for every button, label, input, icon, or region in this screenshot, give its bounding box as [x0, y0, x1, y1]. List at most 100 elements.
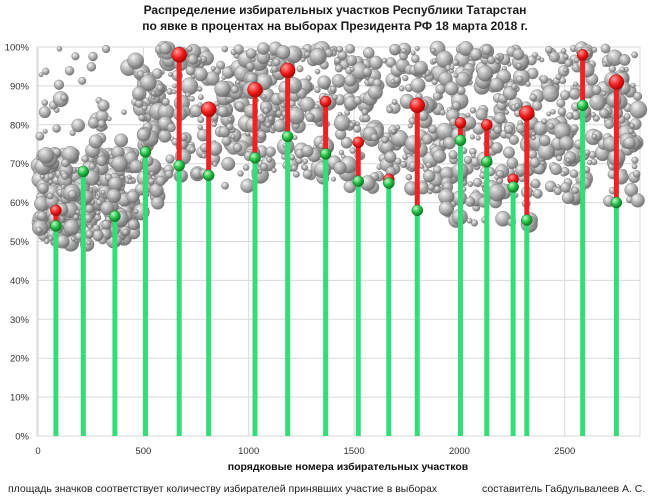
station-point [314, 68, 321, 75]
station-point [172, 83, 177, 89]
station-point [532, 188, 543, 199]
station-point [408, 117, 416, 125]
low-turnout-marker [319, 148, 332, 160]
low-turnout-marker [352, 175, 365, 187]
station-point [273, 119, 287, 133]
station-point [542, 85, 560, 103]
station-point [291, 164, 298, 172]
high-turnout-marker [200, 101, 217, 117]
station-point [197, 116, 205, 124]
station-point [633, 91, 643, 101]
high-turnout-marker [50, 204, 62, 217]
station-point [599, 108, 610, 119]
station-point [61, 146, 79, 164]
station-point [547, 122, 555, 130]
station-point [591, 46, 598, 53]
station-point [494, 174, 500, 181]
station-point [493, 112, 506, 125]
station-point [111, 155, 128, 173]
y-tick-label: 100% [5, 43, 30, 54]
station-point [41, 99, 49, 106]
station-point [631, 156, 639, 164]
footer-author: составитель Габдульвалеев А. С. [482, 483, 646, 495]
station-point [71, 52, 80, 61]
station-point [556, 155, 563, 162]
station-point [550, 109, 556, 115]
station-point [529, 157, 541, 168]
station-point [188, 146, 196, 154]
low-turnout-marker [411, 204, 424, 217]
station-point [628, 128, 634, 135]
station-point [427, 183, 435, 191]
station-point [52, 124, 61, 133]
station-point [78, 76, 87, 85]
station-point [334, 64, 343, 73]
station-point [449, 65, 455, 70]
station-point [555, 74, 562, 81]
station-point [476, 65, 494, 82]
station-point [469, 48, 483, 61]
station-point [448, 150, 458, 160]
station-point [260, 162, 269, 171]
station-point [302, 158, 309, 165]
station-point [394, 124, 401, 131]
high-turnout-marker [247, 82, 263, 98]
station-point [569, 169, 579, 179]
station-point [141, 105, 148, 111]
station-point [60, 94, 68, 102]
station-point [121, 109, 127, 116]
station-point [240, 178, 255, 194]
x-tick-label: 1000 [238, 446, 259, 457]
station-point [515, 75, 524, 84]
station-point [171, 89, 177, 95]
station-point [591, 133, 598, 140]
station-point [559, 77, 567, 85]
station-point [515, 62, 522, 69]
station-point [586, 159, 593, 166]
station-point [469, 107, 477, 114]
station-point [400, 160, 408, 168]
station-point [469, 134, 475, 140]
station-point [102, 44, 111, 54]
station-point [430, 47, 437, 54]
station-point [271, 167, 277, 174]
station-point [237, 170, 244, 177]
station-point [398, 85, 405, 92]
station-point [42, 128, 48, 134]
station-point [561, 191, 575, 205]
station-point [504, 109, 510, 115]
station-point [35, 226, 43, 234]
high-turnout-marker [481, 119, 493, 131]
station-point [438, 200, 455, 217]
station-point [151, 68, 163, 80]
station-point [214, 80, 231, 98]
station-point [425, 161, 433, 169]
station-point [573, 81, 579, 87]
station-point [266, 156, 273, 163]
chart-title: Распределение избирательных участков Рес… [144, 3, 527, 17]
station-point [292, 135, 298, 141]
x-axis-label: порядковые номера избирательных участков [228, 461, 469, 473]
station-point [431, 78, 438, 86]
station-point [402, 154, 408, 161]
station-point [472, 177, 483, 188]
station-point [623, 136, 636, 150]
station-point [368, 55, 383, 70]
station-point [488, 183, 506, 202]
station-point [481, 44, 493, 56]
station-point [257, 130, 267, 140]
station-point [106, 116, 112, 122]
station-point [465, 112, 471, 118]
station-point [187, 54, 199, 65]
station-point [525, 81, 531, 87]
station-point [487, 55, 496, 65]
station-point [514, 103, 521, 109]
station-point [546, 111, 552, 117]
station-point [35, 131, 45, 141]
station-point [189, 95, 195, 102]
station-point [148, 177, 155, 185]
station-point [563, 67, 568, 73]
station-point [48, 179, 53, 185]
station-point [331, 176, 337, 182]
station-point [362, 114, 371, 123]
